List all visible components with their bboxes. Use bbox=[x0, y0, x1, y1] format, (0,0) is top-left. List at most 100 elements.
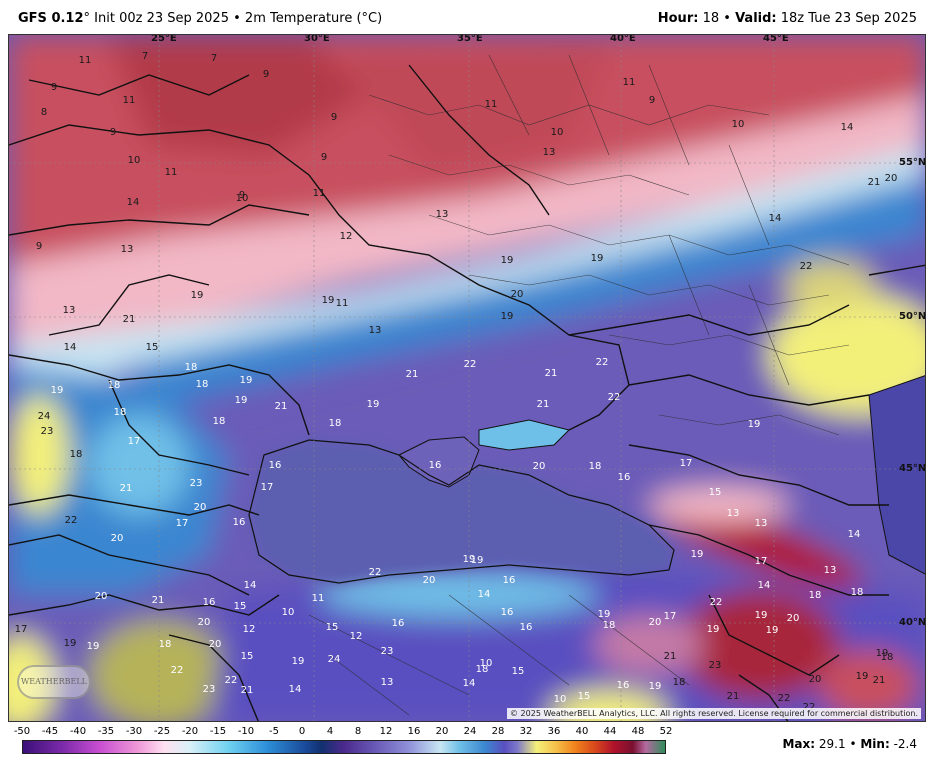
temperature-label: 21 bbox=[868, 177, 881, 188]
temperature-label: 21 bbox=[275, 401, 288, 412]
temperature-label: 14 bbox=[64, 342, 77, 353]
temperature-label: 20 bbox=[423, 575, 436, 586]
temperature-label: 22 bbox=[800, 261, 813, 272]
legend-tick: 8 bbox=[354, 726, 362, 737]
temperature-label: 19 bbox=[707, 624, 720, 635]
temperature-label: 10 bbox=[282, 607, 295, 618]
legend-tick: -35 bbox=[97, 726, 115, 737]
temperature-label: 17 bbox=[128, 436, 141, 447]
latitude-label: 50°N bbox=[899, 311, 926, 322]
valid-label: Valid: bbox=[735, 11, 777, 26]
temperature-label: 24 bbox=[38, 411, 51, 422]
temperature-label: 22 bbox=[803, 702, 816, 713]
latitude-label: 40°N bbox=[899, 617, 926, 628]
legend-tick: 28 bbox=[491, 726, 505, 737]
temperature-label: 22 bbox=[778, 693, 791, 704]
temperature-label: 15 bbox=[512, 666, 525, 677]
temperature-label: 14 bbox=[289, 684, 302, 695]
longitude-label: 45°E bbox=[763, 34, 789, 44]
map-title: GFS 0.12° Init 00z 23 Sep 2025 • 2m Temp… bbox=[18, 11, 382, 26]
temperature-label: 10 bbox=[551, 127, 564, 138]
temperature-label: 21 bbox=[727, 691, 740, 702]
temperature-label: 18 bbox=[108, 380, 121, 391]
temperature-label: 13 bbox=[824, 565, 837, 576]
temperature-label: 18 bbox=[809, 590, 822, 601]
temperature-label: 15 bbox=[326, 622, 339, 633]
field-name: 2m Temperature (°C) bbox=[244, 11, 383, 26]
stats-separator: • bbox=[849, 737, 857, 751]
copyright-notice: © 2025 WeatherBELL Analytics, LLC. All r… bbox=[507, 708, 921, 719]
temperature-label: 19 bbox=[240, 375, 253, 386]
temperature-label: 23 bbox=[190, 478, 203, 489]
legend-ticks: -50 -45 -40 -35 -30 -25 -20 -15 -10 -5 0 4 8 12 16 20 24… bbox=[14, 726, 673, 738]
temperature-label: 19 bbox=[649, 681, 662, 692]
temperature-label: 19 bbox=[876, 648, 889, 659]
temperature-label: 17 bbox=[680, 458, 693, 469]
temperature-label: 18 bbox=[70, 449, 83, 460]
temperature-label: 17 bbox=[176, 518, 189, 529]
temperature-label: 18 bbox=[603, 620, 616, 631]
temperature-label: 21 bbox=[545, 368, 558, 379]
min-value: -2.4 bbox=[893, 737, 917, 751]
temperature-label: 11 bbox=[165, 167, 178, 178]
legend-tick: -45 bbox=[41, 726, 59, 737]
temperature-label: 13 bbox=[381, 677, 394, 688]
temperature-label: 10 bbox=[554, 694, 567, 705]
temperature-label: 7 bbox=[211, 53, 217, 64]
temperature-label: 16 bbox=[501, 607, 514, 618]
temperature-label: 16 bbox=[503, 575, 516, 586]
graticule bbox=[9, 35, 925, 721]
temperature-label: 19 bbox=[691, 549, 704, 560]
temperature-label: 22 bbox=[464, 359, 477, 370]
temperature-label: 9 bbox=[239, 190, 245, 201]
temperature-label: 11 bbox=[313, 188, 326, 199]
valid-separator: • bbox=[723, 11, 731, 26]
temperature-label: 22 bbox=[596, 357, 609, 368]
legend-tick: 40 bbox=[575, 726, 589, 737]
valid-time-info: Hour: 18 • Valid: 18z Tue 23 Sep 2025 bbox=[658, 11, 917, 26]
temperature-label: 11 bbox=[123, 95, 136, 106]
temperature-label: 16 bbox=[269, 460, 282, 471]
temperature-label: 19 bbox=[856, 671, 869, 682]
temperature-label: 21 bbox=[873, 675, 886, 686]
legend-tick: -10 bbox=[237, 726, 255, 737]
temperature-label: 16 bbox=[392, 618, 405, 629]
header: GFS 0.12° Init 00z 23 Sep 2025 • 2m Temp… bbox=[0, 0, 935, 34]
temperature-label: 17 bbox=[261, 482, 274, 493]
legend-tick: 16 bbox=[407, 726, 421, 737]
temperature-label: 16 bbox=[617, 680, 630, 691]
temperature-label: 19 bbox=[191, 290, 204, 301]
temperature-label: 19 bbox=[598, 609, 611, 620]
temperature-label: 13 bbox=[436, 209, 449, 220]
latitude-label: 55°N bbox=[899, 157, 926, 168]
temperature-label: 10 bbox=[128, 155, 141, 166]
temperature-label: 21 bbox=[152, 595, 165, 606]
temperature-label: 16 bbox=[520, 622, 533, 633]
legend-tick: 48 bbox=[631, 726, 645, 737]
temperature-label: 13 bbox=[369, 325, 382, 336]
legend-tick: 32 bbox=[519, 726, 533, 737]
model-name: GFS 0.12 bbox=[18, 11, 84, 26]
temperature-label: 14 bbox=[127, 197, 140, 208]
legend-tick: 20 bbox=[435, 726, 449, 737]
temperature-label: 16 bbox=[203, 597, 216, 608]
temperature-label: 19 bbox=[755, 610, 768, 621]
temperature-label: 19 bbox=[501, 311, 514, 322]
latitude-label: 45°N bbox=[899, 463, 926, 474]
region-borders bbox=[308, 54, 850, 716]
temperature-label: 17 bbox=[664, 611, 677, 622]
temperature-label: 21 bbox=[123, 314, 136, 325]
temperature-label: 13 bbox=[755, 518, 768, 529]
legend-tick: 4 bbox=[326, 726, 334, 737]
temperature-label: 9 bbox=[110, 127, 116, 138]
legend-tick: -20 bbox=[181, 726, 199, 737]
legend-tick: -30 bbox=[125, 726, 143, 737]
temperature-label: 19 bbox=[501, 255, 514, 266]
temperature-label: 7 bbox=[142, 51, 148, 62]
temperature-label: 23 bbox=[709, 660, 722, 671]
temperature-label: 23 bbox=[41, 426, 54, 437]
temperature-label: 21 bbox=[664, 651, 677, 662]
temperature-label: 19 bbox=[322, 295, 335, 306]
temperature-label: 20 bbox=[787, 613, 800, 624]
